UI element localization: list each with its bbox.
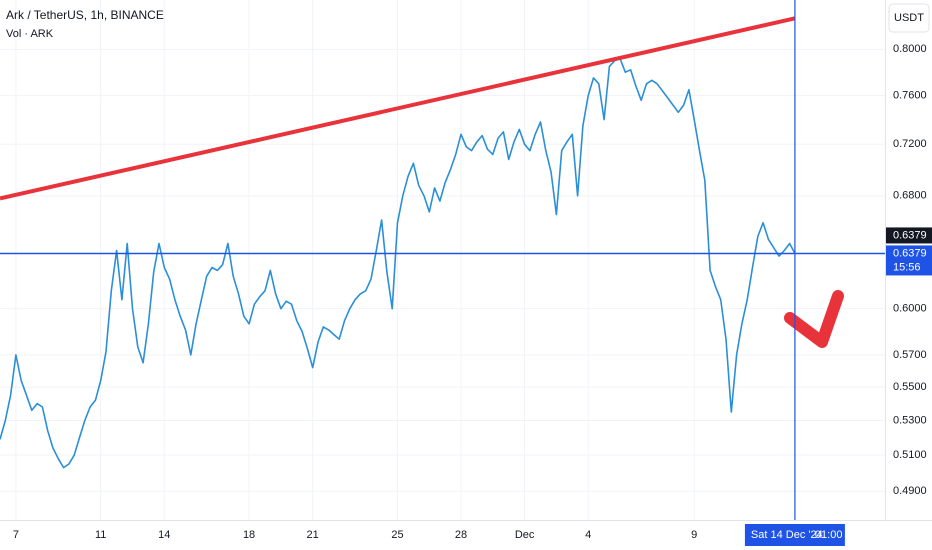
x-tick-label: 11 [95,529,106,541]
volume-label: Vol · ARK [6,28,54,40]
y-tick-label: 0.5500 [893,381,927,393]
y-tick-label: 0.5100 [893,449,927,461]
chart-title: Ark / TetherUS, 1h, BINANCE [6,8,164,22]
cursor-time-label: 01:00 [815,529,843,541]
arrow [784,290,844,348]
y-tick-label: 0.5700 [893,349,927,361]
x-tick-label: 7 [13,529,19,541]
y-tick-label: 0.4900 [893,485,927,497]
x-tick-label: 4 [585,529,591,541]
countdown-label: 15:56 [893,261,921,273]
y-tick-label: 0.6000 [893,303,927,315]
crosshair-price-label: 0.6379 [893,229,927,241]
last-price-box [886,245,932,276]
x-tick-label: 25 [391,529,403,541]
cursor-date-box [744,524,845,546]
currency-label[interactable]: USDT [894,12,924,24]
x-tick-label: 28 [455,529,467,541]
x-tick-label: 14 [158,529,170,541]
x-tick-label: 9 [691,529,697,541]
trend-line [0,16,796,201]
cursor-date-label: Sat 14 Dec '24 [751,529,823,541]
plot [0,0,885,520]
y-tick-label: 0.6800 [893,190,927,202]
x-tick-label: Dec [515,529,535,541]
y-tick-label: 0.5300 [893,414,927,426]
y-tick-label: 0.8000 [893,43,927,55]
crosshair-price-box [886,227,932,244]
x-tick-label: 21 [307,529,319,541]
x-tick-label: 18 [243,529,255,541]
y-tick-label: 0.7200 [893,138,927,150]
currency-button[interactable] [888,3,930,33]
last-price-label: 0.6379 [893,247,927,259]
y-tick-label: 0.7600 [893,89,927,101]
price-line [0,57,796,469]
